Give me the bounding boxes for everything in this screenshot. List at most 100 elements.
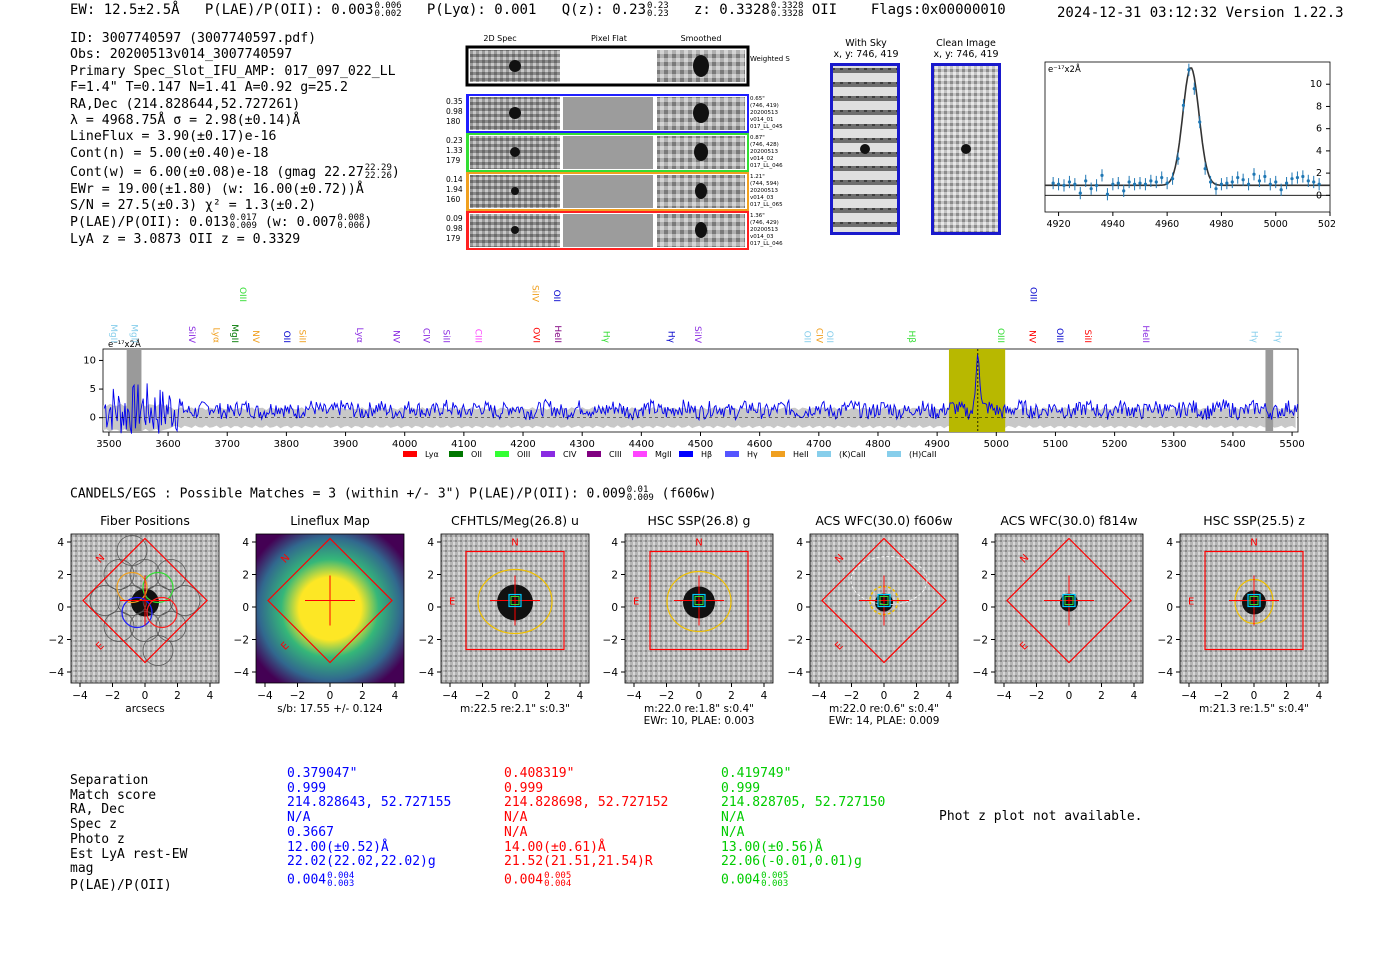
label-match-score: Match score [70,787,157,803]
header-z-line: OII [811,2,838,18]
thumb-caption: m:22.0 re:0.6" s:0.4" [829,703,939,715]
info-contn: Cont(n) = 5.00(±0.40)e-18 [70,145,269,161]
thumb-ytick-label: 0 [611,602,618,614]
fiber-source-smoothed [693,103,709,123]
fiber-meta: 20200513 [750,227,778,233]
legend-label: CIV [563,450,577,459]
fiber-stat: 0.98 [446,224,463,233]
fiber-stat: 179 [446,234,461,243]
zoom-ytick-label: 0 [1316,190,1322,201]
thumb-title: HSC SSP(25.5) z [1203,513,1305,528]
line-marker-label: Hγ [600,331,610,344]
thumb-xtick-label: −2 [1214,690,1229,702]
spectrum-xtick-label: 5000 [984,439,1009,450]
zoom-ytick-label: 2 [1316,168,1322,179]
header-qz-frac: 0.23 0.23 [647,1,669,19]
zoom-data-point [1132,182,1137,186]
thumb-ytick-label: 4 [981,537,988,549]
fiber-cutouts: 2D Spec Pixel Flat Smoothed Weighted Sum… [446,34,790,250]
fiber-pixel-flat [563,97,653,130]
legend-swatch [541,451,555,457]
thumb-caption: m:22.5 re:2.1" s:0.3" [460,703,570,715]
fiber-source [511,226,519,234]
line-marker-label: OIII [1054,328,1064,343]
thumb-ytick-label: 0 [796,602,803,614]
thumb-caption: m:21.3 re:1.5" s:0.4" [1199,703,1309,715]
spectrum-xtick-label: 5400 [1220,439,1245,450]
header-qz: Q(z): 0.23 [561,2,647,18]
fiber-circle-green [142,571,174,604]
spectrum-xtick-label: 4700 [806,439,831,450]
line-marker-label: OII [801,331,811,343]
catalog-matches: CANDELS/EGS : Possible Matches = 3 (with… [70,485,717,503]
thumb-xtick-label: 2 [913,690,920,702]
legend-label: CIII [609,450,622,459]
legend-label: MgII [655,450,672,459]
thumb-xtick-label: 4 [946,690,953,702]
match-col-3: 0.419749" 0.999 214.828705, 52.727150 N/A N/… [721,766,886,889]
thumb-xtick-label: 0 [512,690,519,702]
thumb-caption: m:22.0 re:1.8" s:0.4" [644,703,754,715]
zoom-data-point [1246,182,1251,186]
fiber-meta: 017_LL_065 [750,202,783,208]
north-label: N [511,538,518,549]
zoom-data-point [1067,180,1072,184]
thumb-ytick-label: 4 [796,537,803,549]
aperture-ellipse [477,568,553,635]
line-marker-label: CIII [473,329,483,343]
zoom-ytick-label: 6 [1316,124,1322,135]
fiber-meta: 1.36" [750,213,765,219]
fiber-source-smoothed [695,222,707,238]
thumb-xtick-label: 2 [174,690,181,702]
fiber-stat: 180 [446,117,461,126]
legend-label: OII [471,450,482,459]
zoom-gaussian-fit [1045,67,1330,187]
thumb-title: Fiber Positions [100,513,190,528]
thumb-xtick-label: −2 [1029,690,1044,702]
zoom-data-point [1225,181,1229,185]
info-obs: Obs: 20200513v014_3007740597 [70,47,293,63]
spectrum-ytick-label: 10 [83,355,96,366]
zoom-data-point [1230,180,1234,184]
line-marker-label: HeII [552,325,562,343]
zoom-xtick-label: 4980 [1209,219,1233,230]
fiber-meta: 20200513 [750,110,778,116]
legend-label: Lyα [425,450,439,459]
match-labels: Separation Match score RA, Dec Spec z Ph… [70,773,187,894]
thumb-caption-2: EWr: 10, PLAE: 0.003 [644,715,755,725]
fiber-circle-blue [121,596,153,629]
fiber-row-marker [466,134,469,171]
zoom-ytick-label: 8 [1316,101,1322,112]
fiber-source [511,187,519,195]
legend-swatch [887,451,901,457]
thumb-xtick-label: −4 [1181,690,1197,702]
thumb-xtick-label: −2 [290,690,305,702]
thumb-ytick-label: −2 [49,635,64,647]
zoom-data-point [1100,173,1104,177]
label-separation: Separation [70,773,149,788]
line-marker-label: NV [1026,330,1036,344]
spectrum-xtick-label: 5200 [1102,439,1127,450]
north-label: N [695,538,702,549]
zoom-data-point [1084,179,1088,183]
thumb-xtick-label: 0 [1251,690,1258,702]
spectrum-ylabel: e⁻¹⁷x2Å [108,338,141,350]
zoom-xtick-label: 5000 [1264,219,1288,230]
match-box-cyan [1062,593,1076,608]
thumb-ytick-label: −4 [419,667,435,679]
header-flags: Flags:0x00000010 [870,2,1006,18]
thumb-ytick-label: −2 [788,635,803,647]
line-marker-label: Hγ [665,331,675,344]
zoom-data-point [1252,172,1256,176]
fiber-circle [155,559,187,590]
spectrum-xtick-label: 4800 [865,439,890,450]
header-plya: P(Lyα): 0.001 [426,2,537,18]
legend-swatch [495,451,509,457]
spectrum-xtick-label: 4900 [924,439,949,450]
zoom-data-point [1263,174,1267,179]
fiber-row-marker [466,173,469,210]
zoom-data-point [1241,178,1245,182]
info-plae: P(LAE)/P(OII): 0.013 0.017 0.009 (w: 0.007… [70,213,373,232]
zoom-data-point [1165,181,1169,185]
